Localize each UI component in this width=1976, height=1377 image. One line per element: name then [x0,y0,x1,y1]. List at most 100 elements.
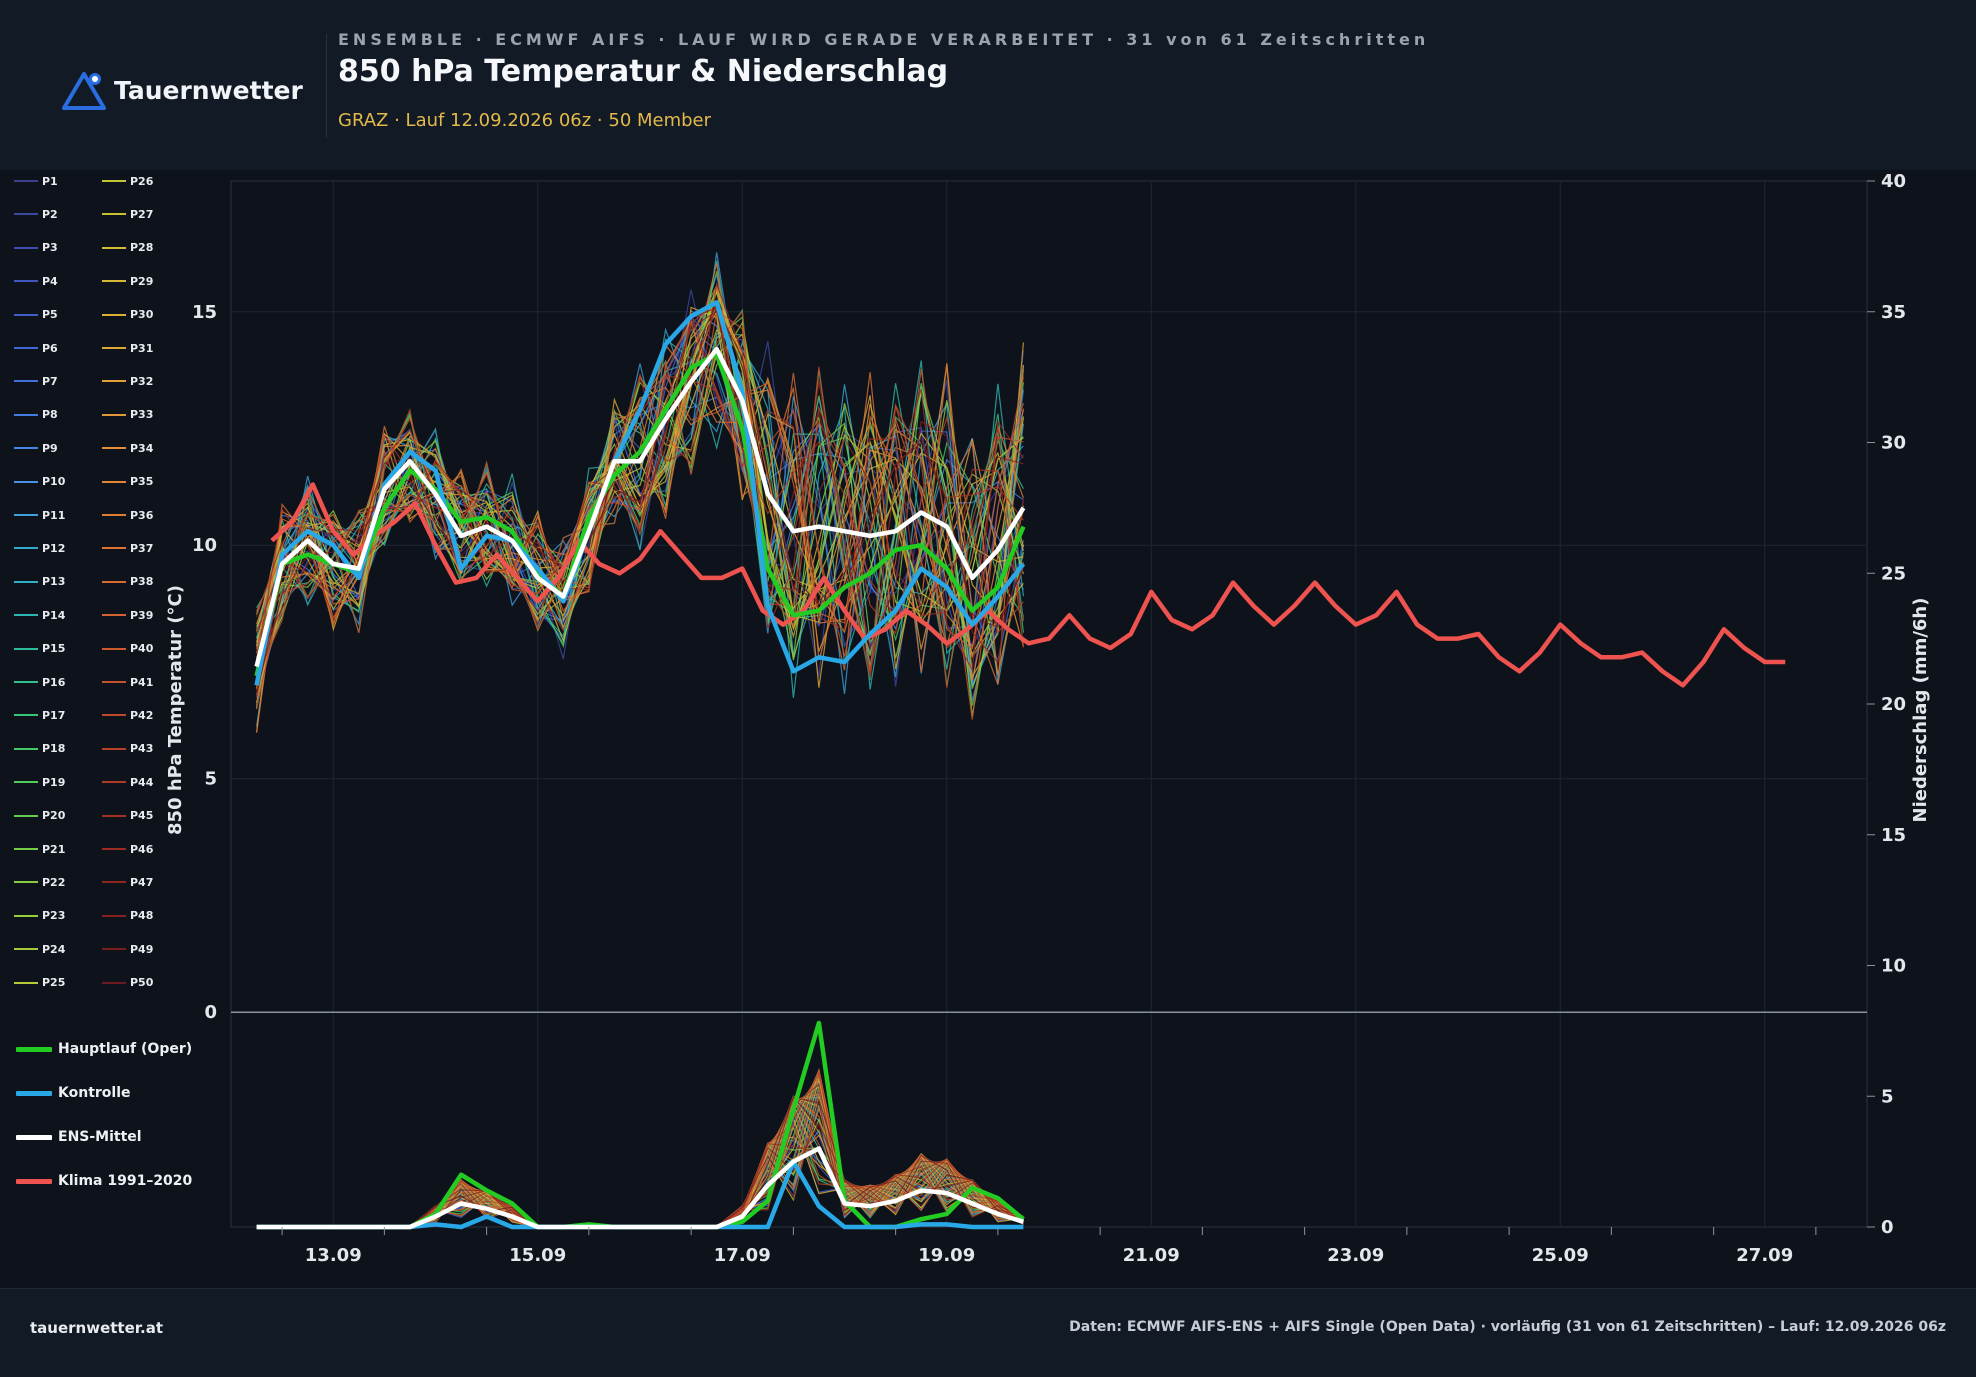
y-tick-label: 5 [204,769,217,790]
y2-tick-label: 15 [1881,825,1906,846]
legend-item-P33: P33 [102,408,153,422]
legend-swatch [14,380,38,383]
legend-swatch [102,814,126,817]
legend-swatch [102,580,126,583]
legend-swatch [102,881,126,884]
legend-item-P39: P39 [102,608,153,622]
legend-label: P30 [130,308,154,322]
legend-item-P30: P30 [102,308,153,322]
legend-item-P43: P43 [102,742,153,756]
legend-label: P43 [130,742,154,756]
legend-label: P12 [42,541,66,555]
legend-swatch [14,914,38,917]
legend-swatch [14,848,38,850]
legend-label: P35 [130,475,154,489]
y-tick-label: 0 [204,1002,217,1023]
legend-item-P45: P45 [102,809,153,823]
legend-label: P48 [130,909,154,923]
main-legend-label: Hauptlauf (Oper) [58,1041,193,1057]
legend-label: P40 [130,642,154,656]
legend-swatch [102,280,126,283]
legend-item-P4: P4 [14,274,58,288]
x-tick-label: 27.09 [1736,1245,1793,1266]
legend-swatch [102,981,126,984]
legend-item-P48: P48 [102,909,153,923]
legend-swatch [14,814,38,817]
main-legend-label: ENS-Mittel [58,1129,142,1145]
y-tick-label: 10 [192,535,217,556]
legend-label: P46 [130,842,154,856]
legend-swatch [102,614,126,617]
x-tick-label: 15.09 [509,1245,566,1266]
brand-logo[interactable]: Tauernwetter [60,68,303,112]
legend-label: P22 [42,875,66,889]
legend-label: P24 [42,942,66,956]
legend-swatch [102,781,126,784]
legend-swatch [14,781,38,784]
legend-item-P29: P29 [102,274,153,288]
legend-label: P13 [42,575,66,589]
footer: tauernwetter.at Daten: ECMWF AIFS-ENS + … [0,1288,1976,1377]
legend-item-P2: P2 [14,207,58,221]
legend-label: P38 [130,575,154,589]
legend-swatch [102,747,126,750]
legend-swatch [102,714,126,717]
legend-swatch [14,881,38,884]
legend-swatch [14,213,38,216]
main-legend-swatch [16,1090,52,1096]
legend-item-P38: P38 [102,575,153,589]
y2-tick-label: 25 [1881,563,1906,584]
page-title: 850 hPa Temperatur & Niederschlag [338,54,949,89]
legend-label: P10 [42,475,66,489]
legend-item-P32: P32 [102,374,153,388]
legend-swatch [102,380,126,383]
member-line-P23 [256,321,1024,676]
member-line-P30 [256,288,1024,696]
legend-item-P49: P49 [102,942,153,956]
legend-item-P35: P35 [102,475,153,489]
legend-item-P12: P12 [14,541,65,555]
legend-item-P9: P9 [14,441,58,455]
main-legend-label: Kontrolle [58,1085,131,1101]
x-tick-label: 13.09 [305,1245,362,1266]
main-legend-swatch [16,1046,52,1052]
legend-item-P46: P46 [102,842,153,856]
legend-swatch [14,580,38,583]
legend-item-P36: P36 [102,508,153,522]
main-legend-swatch [16,1178,52,1184]
legend-item-P14: P14 [14,608,65,622]
legend-swatch [102,246,126,249]
legend-item-P25: P25 [14,976,65,990]
legend-swatch [102,447,126,450]
legend-swatch [14,413,38,416]
legend-label: P1 [42,174,58,188]
legend-item-P34: P34 [102,441,153,455]
legend-item-P16: P16 [14,675,65,689]
main-legend-label: Klima 1991–2020 [58,1173,193,1189]
legend-swatch [102,180,126,182]
legend-swatch [102,313,126,316]
legend-swatch [14,246,38,249]
legend-swatch [14,714,38,717]
legend-label: P18 [42,742,66,756]
legend-swatch [14,447,38,450]
legend-label: P23 [42,909,66,923]
legend-item-P5: P5 [14,308,58,322]
y-tick-label: 15 [192,302,217,323]
legend-swatch [102,480,126,483]
legend-item-P26: P26 [102,174,153,188]
legend-swatch [102,914,126,917]
legend-label: P31 [130,341,154,355]
legend-item-P47: P47 [102,875,153,889]
member-line-P4 [256,317,1024,685]
legend-swatch [14,480,38,483]
legend-item-P15: P15 [14,642,65,656]
legend-item-P31: P31 [102,341,153,355]
site-link[interactable]: tauernwetter.at [30,1319,164,1337]
legend-swatch [14,347,38,349]
legend-label: P11 [42,508,66,522]
legend-label: P50 [130,976,154,990]
legend-label: P29 [130,274,154,288]
legend-swatch [14,180,38,182]
legend-item-P37: P37 [102,541,153,555]
